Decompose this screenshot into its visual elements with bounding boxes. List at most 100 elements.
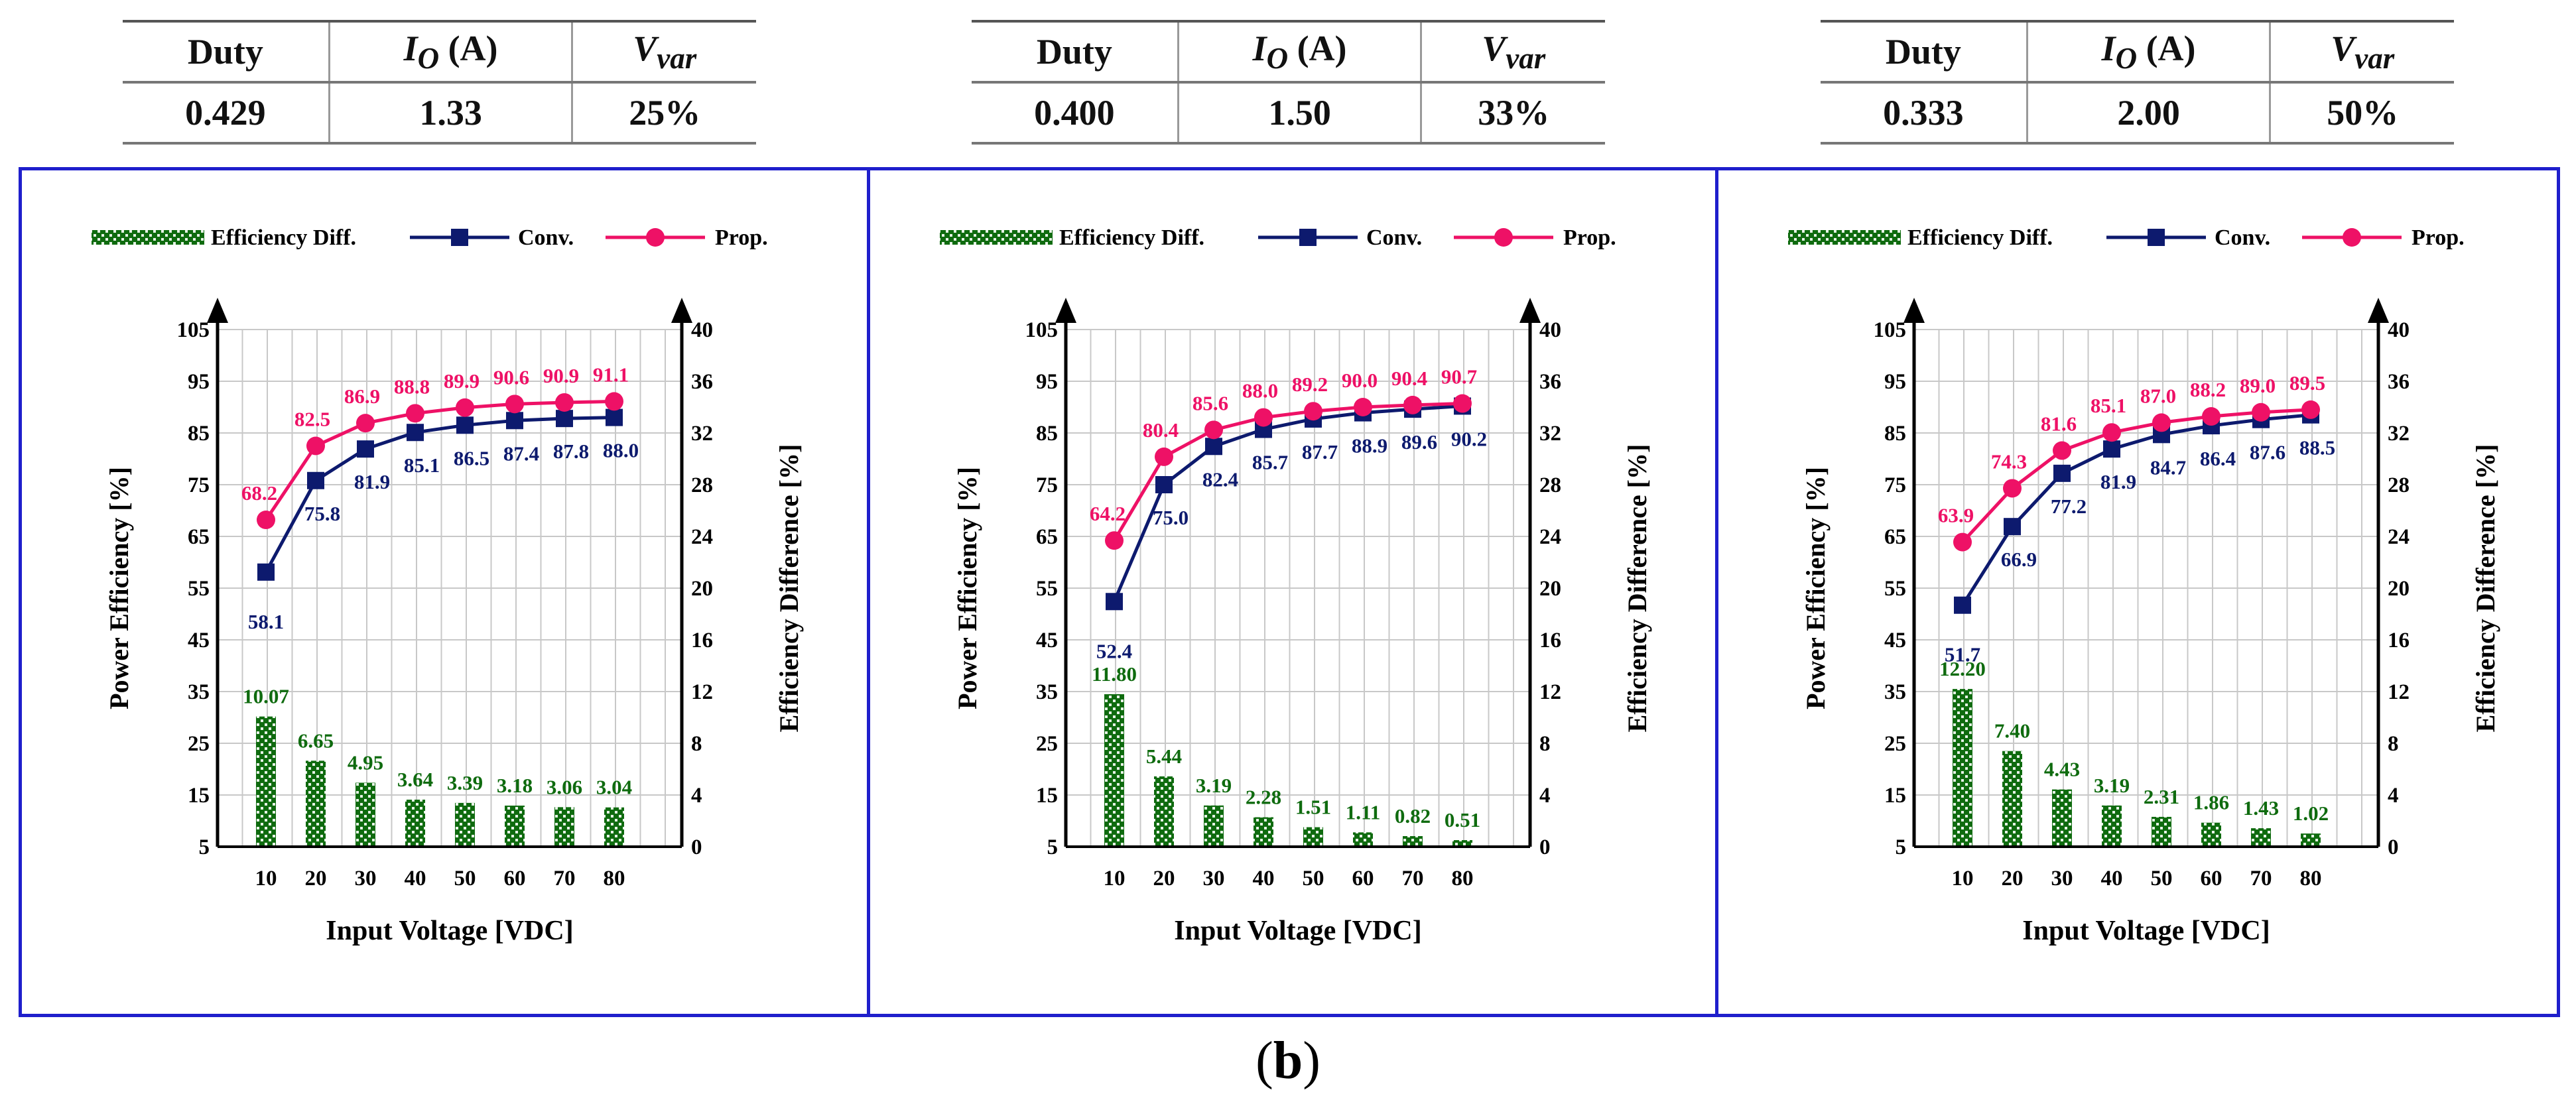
efficiency-chart-2: 11.80 5.44 3.19 2.28 1.51 1.11 0.82 0.51 5 15 25 35… xyxy=(940,225,1652,946)
y2-tick-label: 24 xyxy=(691,525,713,549)
prop-point xyxy=(306,436,325,456)
y-tick-label: 55 xyxy=(1036,577,1058,601)
diff-bar-label: 3.64 xyxy=(397,768,433,791)
diff-bar-label: 7.40 xyxy=(1994,719,2030,743)
prop-point xyxy=(1304,402,1322,421)
prop-point-label: 63.9 xyxy=(1938,504,1974,527)
y-tick-label: 25 xyxy=(1884,732,1906,756)
y2-tick-label: 20 xyxy=(691,577,713,601)
x-tick-label: 70 xyxy=(554,867,576,890)
prop-point xyxy=(2053,441,2071,460)
y-tick-label: 25 xyxy=(1036,732,1058,756)
duty-header: Duty xyxy=(187,32,263,72)
y2-tick-label: 40 xyxy=(1539,318,1561,342)
x-tick-label: 80 xyxy=(2300,867,2322,890)
conv-point-label: 81.9 xyxy=(354,470,390,493)
prop-point xyxy=(1403,395,1422,414)
vvar-value: 25% xyxy=(571,82,756,143)
prop-point-label: 89.9 xyxy=(444,369,480,393)
diff-bar xyxy=(2002,751,2022,847)
y-tick-label: 55 xyxy=(188,577,210,601)
y2-tick-label: 16 xyxy=(691,629,713,652)
conv-point-label: 51.7 xyxy=(1945,643,1980,666)
y-axis-title: Power Efficiency [%] xyxy=(952,467,982,709)
y2-tick-label: 40 xyxy=(2388,318,2410,342)
x-tick-label: 70 xyxy=(2250,867,2272,890)
diff-bar xyxy=(2301,833,2321,847)
y2-tick-label: 40 xyxy=(691,318,713,342)
legend-diff-label: Efficiency Diff. xyxy=(1907,225,2053,250)
conv-point-label: 75.8 xyxy=(304,502,340,525)
x-tick-label: 20 xyxy=(2002,867,2024,890)
spec-table-value-row: 0.400 1.50 33% xyxy=(972,82,1605,143)
prop-point-label: 88.2 xyxy=(2190,378,2226,401)
diff-bar xyxy=(1104,694,1124,847)
conv-point-label: 88.9 xyxy=(1352,434,1387,458)
prop-point xyxy=(1204,420,1223,440)
conv-point xyxy=(357,440,374,458)
prop-point xyxy=(605,392,623,411)
diff-bar xyxy=(256,716,276,847)
diff-bar-label: 4.43 xyxy=(2044,758,2080,781)
y2-tick-label: 24 xyxy=(2388,525,2410,549)
y-tick-label: 45 xyxy=(188,629,210,652)
prop-point xyxy=(257,511,275,530)
io-value: 1.33 xyxy=(328,82,572,143)
diff-bar-label: 12.20 xyxy=(1939,657,1986,680)
y-axis-right-arrow xyxy=(1519,298,1541,323)
diff-bar xyxy=(2102,805,2122,847)
chart-panel-3: 12.20 7.40 4.43 3.19 2.31 1.86 1.43 1.02 5 15 25 35… xyxy=(1715,170,2560,1014)
prop-point xyxy=(1953,532,1972,552)
legend-diff-label: Efficiency Diff. xyxy=(211,225,356,250)
x-tick-label: 80 xyxy=(604,867,625,890)
y-tick-label: 105 xyxy=(177,318,210,342)
diff-bar xyxy=(554,807,574,847)
diff-bar xyxy=(355,782,375,847)
y-tick-label: 75 xyxy=(1884,473,1906,497)
diff-bar xyxy=(405,800,425,847)
prop-point xyxy=(2003,479,2022,498)
conv-point xyxy=(2103,440,2120,458)
legend-diff-swatch xyxy=(92,230,204,245)
legend-diff-swatch xyxy=(940,230,1053,245)
y-tick-label: 95 xyxy=(1884,370,1906,394)
conv-point-label: 87.4 xyxy=(503,442,539,465)
y-tick-label: 15 xyxy=(1036,784,1058,808)
x-tick-label: 40 xyxy=(2101,867,2123,890)
conv-point xyxy=(307,471,324,489)
y-tick-label: 65 xyxy=(188,525,210,549)
conv-point-label: 86.4 xyxy=(2200,447,2236,470)
legend-prop-marker xyxy=(646,228,665,247)
diff-bar-label: 1.11 xyxy=(1346,800,1381,824)
prop-point-label: 86.9 xyxy=(344,385,380,408)
conv-point-label: 88.5 xyxy=(2299,436,2335,459)
y-tick-label: 15 xyxy=(1884,784,1906,808)
diff-bar xyxy=(1452,840,1472,847)
io-header: IO (A) xyxy=(1177,21,1421,82)
conv-point-label: 89.6 xyxy=(1401,430,1437,454)
prop-point-label: 90.9 xyxy=(543,364,579,387)
y2-tick-label: 16 xyxy=(1539,629,1561,652)
x-tick-label: 10 xyxy=(1952,867,1974,890)
spec-table-value-row: 0.429 1.33 25% xyxy=(123,82,756,143)
conv-point xyxy=(1954,596,1971,614)
y-axis-title: Power Efficiency [%] xyxy=(1801,467,1831,709)
y-tick-label: 85 xyxy=(188,422,210,446)
x-tick-label: 10 xyxy=(255,867,277,890)
y2-tick-label: 20 xyxy=(2388,577,2410,601)
prop-point xyxy=(456,398,474,417)
diff-bar-label: 3.06 xyxy=(547,775,582,798)
prop-point-label: 82.5 xyxy=(294,408,330,431)
conv-point xyxy=(257,563,275,581)
y-axis-title: Power Efficiency [%] xyxy=(104,467,134,709)
diff-bar-label: 1.43 xyxy=(2243,796,2279,820)
y2-axis-title: Efficiency Difference [%] xyxy=(1622,444,1652,733)
diff-bar xyxy=(1353,832,1373,847)
vvar-value: 50% xyxy=(2269,82,2454,143)
y2-tick-label: 8 xyxy=(1539,732,1551,756)
y2-tick-label: 8 xyxy=(2388,732,2399,756)
diff-bar xyxy=(1953,689,1972,847)
y2-tick-label: 4 xyxy=(2388,784,2399,808)
duty-value: 0.429 xyxy=(185,93,266,133)
y-tick-label: 55 xyxy=(1884,577,1906,601)
